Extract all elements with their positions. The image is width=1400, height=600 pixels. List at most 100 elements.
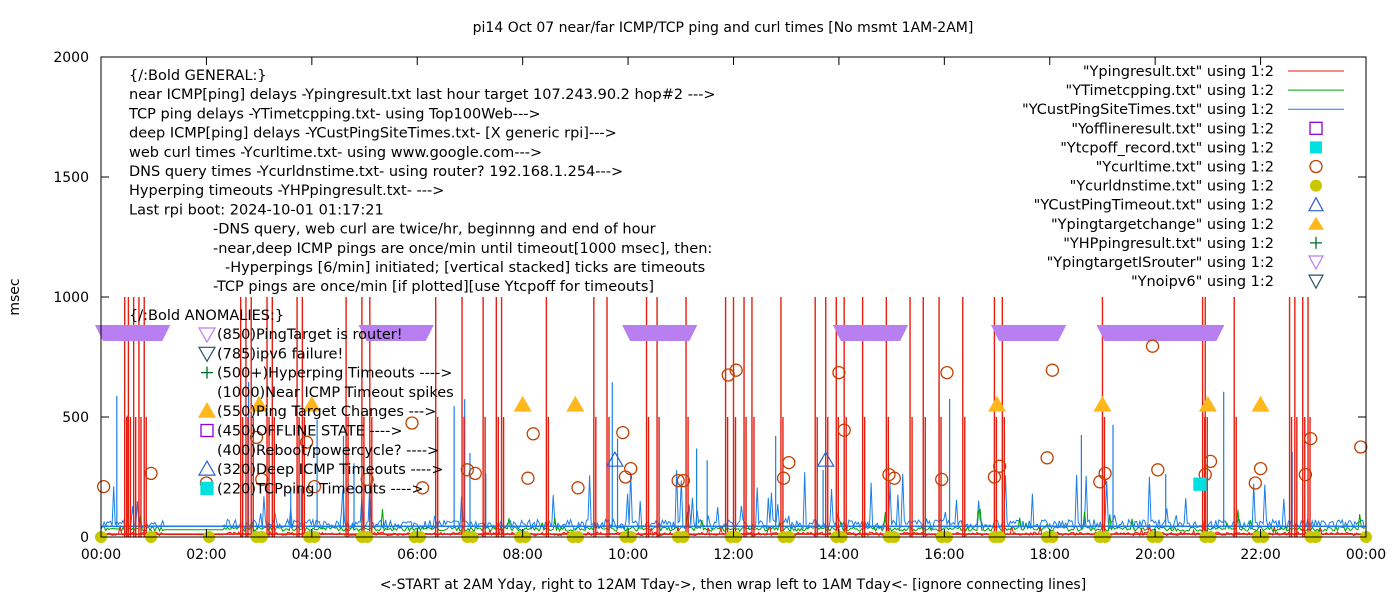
tcp-off-point xyxy=(1193,477,1207,491)
x-tick-label: 20:00 xyxy=(1135,547,1175,563)
router-band-marker xyxy=(1096,325,1225,341)
x-tick-label: 22:00 xyxy=(1240,547,1280,563)
curl-time-point xyxy=(255,472,269,487)
general-note: -Hyperpings [6/min] initiated; [vertical… xyxy=(225,260,705,276)
anomaly-header: {/:Bold ANOMALIES:} xyxy=(129,308,284,324)
curl-time-point xyxy=(460,463,474,477)
legend-square-open-icon xyxy=(1309,121,1323,135)
y-tick-label: 0 xyxy=(80,530,89,546)
anomaly-marker-icon xyxy=(200,481,214,496)
curl-time-point xyxy=(1098,466,1112,481)
curl-time-point xyxy=(1354,440,1368,454)
legend-circle-open-icon xyxy=(1309,159,1323,174)
legend-entry-label: "Ypingtargetchange" using 1:2 xyxy=(1051,217,1274,233)
legend-entry-label: "Ycurltime.txt" using 1:2 xyxy=(1096,160,1274,176)
curl-time-point xyxy=(935,472,949,487)
deep-icmp-timeout-point xyxy=(605,450,624,467)
curl-time-point xyxy=(1040,451,1054,465)
anomaly-note: (1000)Near ICMP Timeout spikes xyxy=(217,385,454,401)
curl-time-point xyxy=(1145,339,1160,353)
legend-plus-icon xyxy=(1310,236,1322,249)
x-tick-label: 00:00 xyxy=(1346,547,1386,563)
curl-time-point xyxy=(624,461,638,476)
curl-time-point xyxy=(671,473,685,488)
curl-time-point xyxy=(96,479,111,494)
curl-time-point xyxy=(249,430,264,445)
router-band-marker xyxy=(622,325,698,341)
curl-time-point xyxy=(1298,467,1313,482)
curl-time-point xyxy=(940,365,954,380)
legend-entry-label: "YHPpingresult.txt" using 1:2 xyxy=(1063,236,1274,252)
router-band-marker xyxy=(95,325,171,341)
legend-square-filled-icon xyxy=(1310,141,1322,154)
curl-time-point xyxy=(616,425,630,440)
general-note: web curl times -Ycurltime.txt- using www… xyxy=(129,145,542,161)
curl-time-point xyxy=(299,435,314,449)
legend-entry-label: "Yofflineresult.txt" using 1:2 xyxy=(1071,121,1274,137)
anomaly-marker-icon xyxy=(197,401,217,418)
anomaly-marker-icon xyxy=(197,346,217,363)
anomaly-note: (500+)Hyperping Timeouts ----> xyxy=(217,366,452,382)
router-band-marker xyxy=(358,325,434,341)
x-tick-label: 02:00 xyxy=(186,547,226,563)
ping-target-change-point xyxy=(302,395,321,412)
curl-time-point xyxy=(993,459,1007,473)
curl-time-point xyxy=(676,473,691,488)
legend-entry-label: "Ycurldnstime.txt" using 1:2 xyxy=(1070,179,1274,195)
ping-target-change-point xyxy=(513,395,532,412)
legend-entry-label: "Ynoipv6" using 1:2 xyxy=(1131,274,1274,290)
general-note: DNS query times -Ycurldnstime.txt- using… xyxy=(129,164,623,180)
curl-time-point xyxy=(832,365,846,380)
general-note: TCP ping delays -YTimetcpping.txt- using… xyxy=(128,106,541,122)
curl-time-point xyxy=(1304,431,1318,446)
legend-entry-label: "YpingtargetISrouter" using 1:2 xyxy=(1047,255,1274,271)
anomaly-note: (785)ipv6 failure! xyxy=(217,346,343,362)
curl-time-point xyxy=(987,470,1002,484)
legend-triangle-up-filled-icon xyxy=(1308,216,1324,230)
curl-time-point xyxy=(1151,463,1165,477)
ping-target-change-point xyxy=(1198,395,1217,412)
general-note: -TCP pings are once/min [if plotted][use… xyxy=(213,279,654,295)
router-band-marker xyxy=(832,325,909,341)
general-note: Last rpi boot: 2024-10-01 01:17:21 xyxy=(129,202,384,218)
legend-entry-label: "Ytcpoff_record.txt" using 1:2 xyxy=(1060,140,1274,156)
curl-time-point xyxy=(526,427,540,441)
x-tick-label: 16:00 xyxy=(924,547,964,563)
curl-time-point xyxy=(415,481,430,495)
legend-entry-label: "YCustPingTimeout.txt" using 1:2 xyxy=(1034,198,1274,214)
legend-circle-filled-icon xyxy=(1310,179,1322,192)
router-band-marker xyxy=(991,325,1067,341)
x-tick-label: 04:00 xyxy=(292,547,332,563)
y-tick-label: 1000 xyxy=(53,290,89,306)
curl-time-point xyxy=(144,466,158,481)
ping-target-change-point xyxy=(1251,395,1270,412)
x-tick-label: 12:00 xyxy=(713,547,753,563)
x-axis-label: <-START at 2AM Yday, right to 12AM Tday-… xyxy=(380,577,1086,593)
curl-time-point xyxy=(618,470,633,484)
general-note: -DNS query, web curl are twice/hr, begin… xyxy=(213,222,656,238)
curl-time-point xyxy=(360,472,374,487)
curl-time-point xyxy=(468,466,482,481)
anomaly-marker-icon xyxy=(197,459,217,476)
anomaly-marker-icon xyxy=(200,423,214,438)
curl-time-point xyxy=(1045,363,1060,377)
x-tick-label: 08:00 xyxy=(502,547,542,563)
general-note: near ICMP[ping] delays -Ypingresult.txt … xyxy=(129,87,716,103)
ping-target-change-point xyxy=(250,395,269,412)
general-note: {/:Bold GENERAL:} xyxy=(129,68,267,84)
anomaly-note: (320)Deep ICMP Timeouts ----> xyxy=(217,462,444,478)
curl-time-point xyxy=(776,471,791,485)
general-note: Hyperping timeouts -YHPpingresult.txt- -… xyxy=(129,183,444,199)
y-tick-label: 2000 xyxy=(53,50,89,66)
curl-time-point xyxy=(782,455,796,470)
curl-time-point xyxy=(721,368,735,382)
curl-time-point xyxy=(887,471,901,485)
anomaly-note: (400)Reboot/powercycle? ----> xyxy=(217,443,439,459)
anomaly-note: (220)TCPping Timeouts ----> xyxy=(217,481,424,497)
x-tick-label: 14:00 xyxy=(819,547,859,563)
series-line-ycustpingsitetimes xyxy=(100,469,1365,531)
curl-time-point xyxy=(1203,454,1218,469)
x-tick-label: 10:00 xyxy=(608,547,648,563)
axes-layer: 0 500 1000 1500 2000 00:00 02:00 04:00 06:00 08:0… xyxy=(53,50,1386,563)
